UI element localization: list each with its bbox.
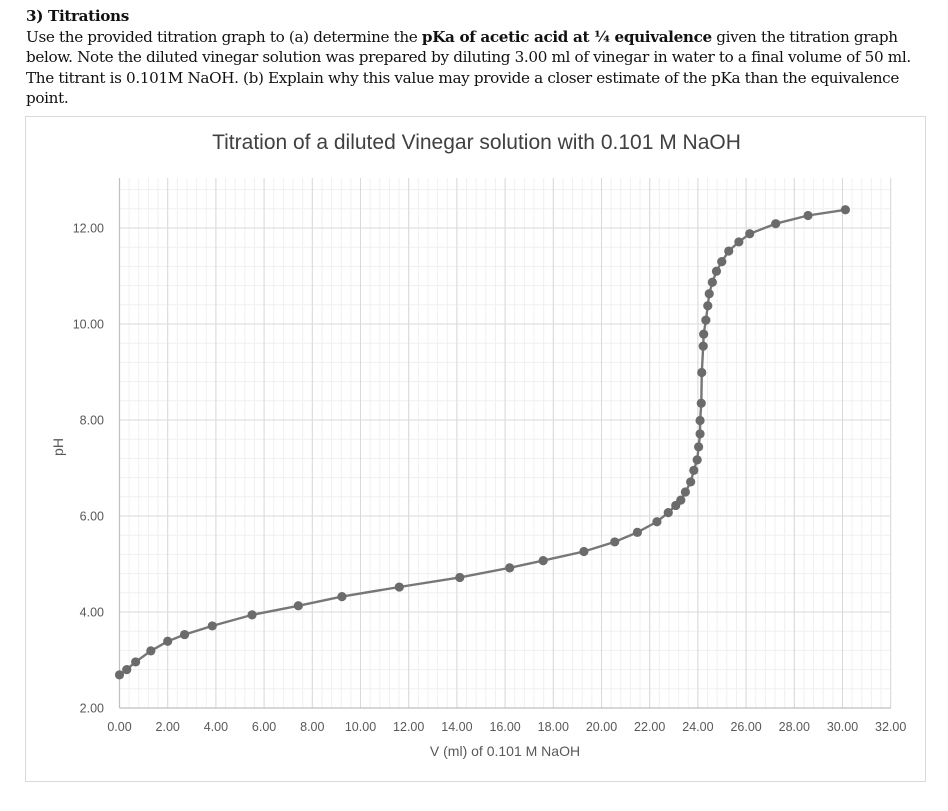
data-point [131, 657, 141, 667]
data-point [724, 246, 734, 256]
data-point [840, 205, 850, 215]
x-tick-label: 8.00 [300, 720, 324, 734]
data-point [146, 646, 156, 656]
question-body: Use the provided titration graph to (a) … [26, 27, 941, 109]
x-tick-label: 24.00 [682, 720, 713, 734]
x-tick-label: 16.00 [489, 720, 520, 734]
data-point [696, 398, 706, 408]
data-point [734, 237, 744, 247]
data-point [163, 636, 173, 646]
data-point [652, 517, 662, 527]
x-tick-label: 28.00 [779, 720, 810, 734]
y-axis-title: pH [50, 438, 66, 456]
x-tick-label: 20.00 [586, 720, 617, 734]
x-tick-label: 26.00 [730, 720, 761, 734]
data-point [698, 341, 708, 351]
question-emphasis: pKa of acetic acid at ¼ equivalence [421, 27, 712, 46]
data-point [695, 415, 705, 426]
x-tick-label: 12.00 [393, 720, 424, 734]
data-point [703, 301, 713, 311]
question-heading: 3) Titrations [26, 7, 129, 25]
x-tick-label: 10.00 [345, 720, 376, 734]
x-axis-title: V (ml) of 0.101 M NaOH [430, 743, 580, 759]
data-point [701, 315, 711, 325]
x-tick-label: 6.00 [252, 720, 276, 734]
x-axis-tick-labels: 0.00 2.00 4.00 6.00 8.00 10.00 12.00 14.00 16.00… [107, 720, 906, 734]
data-point [293, 601, 303, 611]
x-tick-label: 22.00 [634, 720, 665, 734]
data-point [676, 495, 686, 505]
data-point [207, 621, 217, 631]
x-tick-label: 0.00 [107, 720, 131, 734]
x-tick-label: 2.00 [156, 720, 180, 734]
y-tick-label: 2.00 [80, 702, 104, 716]
axes [118, 178, 891, 709]
x-tick-label: 32.00 [875, 720, 906, 734]
data-markers [114, 205, 850, 680]
major-gridlines [119, 178, 892, 709]
data-point [694, 442, 704, 452]
data-point [455, 572, 465, 583]
data-point [707, 277, 717, 287]
data-point [610, 537, 620, 547]
data-point [699, 329, 709, 339]
data-point [771, 219, 781, 229]
data-point [717, 257, 727, 267]
y-tick-label: 10.00 [73, 318, 104, 332]
data-point [803, 210, 813, 221]
data-point [680, 487, 690, 497]
y-tick-label: 12.00 [73, 222, 104, 236]
y-axis-tick-labels: 2.00 4.00 6.00 8.00 10.00 12.00 [73, 222, 104, 716]
data-point [394, 582, 404, 592]
x-tick-label: 18.00 [538, 720, 569, 734]
data-point [579, 546, 589, 557]
y-tick-label: 4.00 [80, 606, 104, 620]
chart-title: Titration of a diluted Vinegar solution … [212, 131, 741, 154]
data-point [695, 429, 705, 439]
data-point [697, 367, 707, 378]
data-point [632, 527, 643, 537]
y-tick-label: 6.00 [80, 510, 104, 524]
data-point [538, 556, 548, 566]
question-text-part-3: given the titration graph below. Note th… [26, 27, 911, 108]
x-tick-label: 14.00 [441, 720, 472, 734]
data-point [689, 465, 699, 475]
data-point [122, 665, 132, 675]
data-point [179, 629, 190, 640]
data-point [745, 229, 755, 239]
x-tick-label: 30.00 [827, 720, 858, 734]
data-point [711, 266, 722, 276]
data-point [704, 289, 714, 299]
question-text-part-1: Use the provided titration graph to (a) … [26, 27, 422, 46]
data-point [247, 610, 257, 620]
question-text: 3) Titrations Use the provided titration… [26, 6, 941, 109]
data-point [686, 477, 696, 487]
data-point [505, 563, 515, 573]
data-point [114, 670, 125, 680]
x-tick-label: 4.00 [204, 720, 228, 734]
data-point [663, 508, 673, 518]
y-tick-label: 8.00 [80, 414, 104, 428]
data-point [337, 592, 347, 602]
data-point [692, 455, 702, 465]
